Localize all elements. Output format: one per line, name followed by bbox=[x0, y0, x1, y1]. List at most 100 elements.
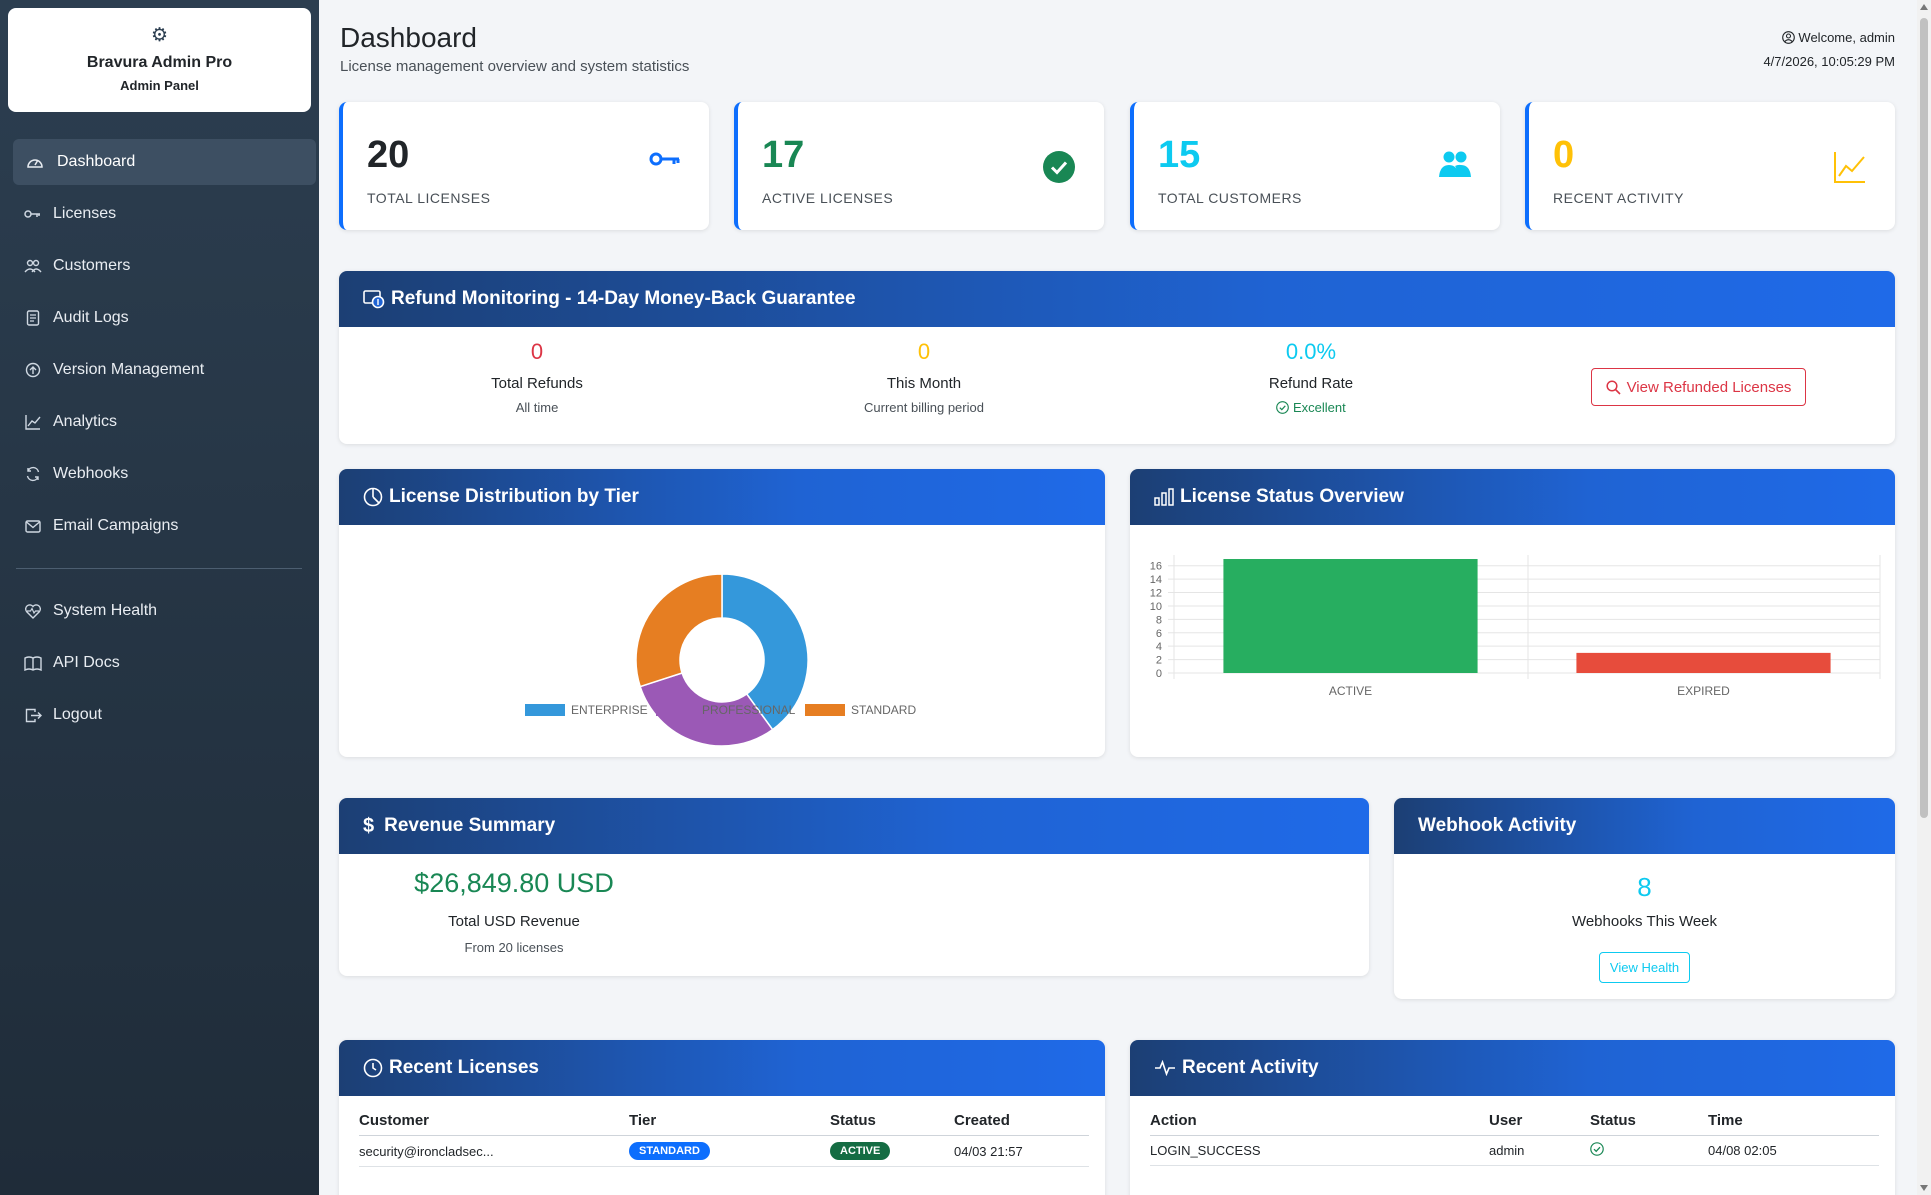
sidebar-item-dashboard[interactable]: Dashboard bbox=[13, 139, 316, 185]
dollar-icon: $ bbox=[363, 814, 375, 837]
scroll-up-arrow-icon[interactable] bbox=[1920, 4, 1928, 10]
sidebar-item-licenses[interactable]: Licenses bbox=[13, 191, 316, 237]
donut-slice-standard[interactable] bbox=[635, 573, 723, 688]
sidebar-item-system-health[interactable]: System Health bbox=[13, 588, 316, 634]
legend-label[interactable]: STANDARD bbox=[851, 703, 916, 717]
stat-value: 0 bbox=[1553, 134, 1575, 176]
stat-label: ACTIVE LICENSES bbox=[762, 190, 894, 206]
scrollbar-thumb[interactable] bbox=[1920, 18, 1928, 818]
revenue-stat: $26,849.80 USD Total USD Revenue From 20… bbox=[339, 868, 689, 955]
license-status-panel: License Status Overview 0 2 4 6 8 10 12 14 16 ACT… bbox=[1130, 469, 1895, 757]
column-header: User bbox=[1489, 1106, 1590, 1136]
stat-value: 17 bbox=[762, 134, 805, 176]
refund-rate-status: Excellent bbox=[1292, 400, 1346, 415]
activity-icon bbox=[1154, 1060, 1176, 1076]
status-cell bbox=[1590, 1135, 1708, 1166]
pie-chart-icon bbox=[363, 487, 383, 507]
total-refunds-value: 0 bbox=[530, 339, 544, 364]
view-health-button[interactable]: View Health bbox=[1599, 952, 1690, 983]
heart-pulse-icon bbox=[13, 603, 53, 619]
search-icon bbox=[1606, 379, 1621, 395]
webhook-panel-title: Webhook Activity bbox=[1418, 815, 1577, 836]
y-tick-label: 12 bbox=[1150, 588, 1162, 600]
month-refunds-sub: Current billing period bbox=[864, 400, 984, 415]
sidebar-item-label: Version Management bbox=[53, 361, 205, 378]
column-header: Customer bbox=[359, 1106, 629, 1136]
view-refunded-label: View Refunded Licenses bbox=[1626, 378, 1792, 396]
webhook-count: 8 bbox=[1637, 872, 1652, 902]
total-refunds-sub: All time bbox=[515, 400, 559, 415]
stat-value: 20 bbox=[367, 134, 410, 176]
status-cell: ACTIVE bbox=[830, 1135, 954, 1167]
recent-licenses-header: Recent Licenses bbox=[339, 1040, 1105, 1096]
refund-rate-stat: 0.0% Refund Rate Excellent bbox=[1161, 339, 1461, 417]
sidebar-item-label: Webhooks bbox=[53, 465, 129, 482]
recent-licenses-table: Customer Tier Status Created security@ir… bbox=[359, 1106, 1089, 1167]
stat-card-recent-activity: 0 RECENT ACTIVITY bbox=[1525, 102, 1895, 230]
y-tick-label: 2 bbox=[1156, 655, 1162, 667]
brand-subtitle: Admin Panel bbox=[120, 78, 199, 93]
table-header-row: Customer Tier Status Created bbox=[359, 1106, 1089, 1136]
user-circle-icon bbox=[1781, 31, 1795, 47]
stat-label: TOTAL LICENSES bbox=[367, 190, 491, 206]
brand-name: Bravura Admin Pro bbox=[86, 54, 233, 71]
sidebar-item-version-management[interactable]: Version Management bbox=[13, 347, 316, 393]
legend-swatch bbox=[656, 704, 696, 716]
speedometer-icon bbox=[13, 154, 57, 170]
donut-slice-professional[interactable] bbox=[639, 672, 774, 747]
bar-active[interactable] bbox=[1223, 559, 1478, 673]
x-tick-label: ACTIVE bbox=[1329, 684, 1372, 698]
sidebar-item-customers[interactable]: Customers bbox=[13, 243, 316, 289]
column-header: Time bbox=[1708, 1106, 1879, 1136]
refund-monitoring-panel: Refund Monitoring - 14-Day Money-Back Gu… bbox=[339, 271, 1895, 444]
sidebar-item-analytics[interactable]: Analytics bbox=[13, 399, 316, 445]
column-header: Status bbox=[830, 1106, 954, 1136]
stat-card-active-licenses: 17 ACTIVE LICENSES bbox=[734, 102, 1104, 230]
sidebar-item-logout[interactable]: Logout bbox=[13, 692, 316, 738]
key-icon bbox=[13, 208, 53, 220]
sidebar-item-label: Customers bbox=[53, 257, 131, 274]
activity-user: admin bbox=[1489, 1135, 1590, 1166]
recent-licenses-panel: Recent Licenses Customer Tier Status Cre… bbox=[339, 1040, 1105, 1195]
check-circle-icon bbox=[1590, 1142, 1604, 1159]
view-refunded-licenses-button[interactable]: View Refunded Licenses bbox=[1591, 368, 1806, 406]
month-refunds-stat: 0 This Month Current billing period bbox=[774, 339, 1074, 415]
sidebar-item-label: Licenses bbox=[53, 205, 117, 222]
clock-icon bbox=[363, 1058, 383, 1078]
table-row[interactable]: security@ironcladsec... STANDARD ACTIVE … bbox=[359, 1135, 1089, 1167]
refund-rate-label: Refund Rate bbox=[1268, 375, 1354, 392]
y-tick-label: 0 bbox=[1156, 668, 1162, 680]
column-header: Created bbox=[954, 1106, 1089, 1136]
revenue-panel-title: Revenue Summary bbox=[384, 815, 556, 836]
refund-rate-value: 0.0% bbox=[1285, 339, 1337, 364]
recent-activity-table: Action User Status Time LOGIN_SUCCESS ad… bbox=[1150, 1106, 1879, 1166]
distribution-panel-title: License Distribution by Tier bbox=[389, 486, 639, 507]
revenue-summary-panel: $ Revenue Summary $26,849.80 USD Total U… bbox=[339, 798, 1369, 976]
status-panel-title: License Status Overview bbox=[1180, 486, 1404, 507]
refund-panel-title: Refund Monitoring - 14-Day Money-Back Gu… bbox=[391, 288, 856, 309]
sidebar-item-email-campaigns[interactable]: Email Campaigns bbox=[13, 503, 316, 549]
legend-label[interactable]: ENTERPRISE bbox=[571, 703, 648, 717]
page-subtitle: License management overview and system s… bbox=[340, 58, 690, 75]
scroll-down-arrow-icon[interactable] bbox=[1920, 1185, 1928, 1191]
sidebar-item-webhooks[interactable]: Webhooks bbox=[13, 451, 316, 497]
table-header-row: Action User Status Time bbox=[1150, 1106, 1879, 1136]
table-row[interactable]: LOGIN_SUCCESS admin 04/08 02:05 bbox=[1150, 1135, 1879, 1166]
recent-licenses-title: Recent Licenses bbox=[389, 1057, 539, 1078]
page-scrollbar[interactable] bbox=[1917, 0, 1931, 1195]
legend-label[interactable]: PROFESSIONAL bbox=[702, 703, 796, 717]
sidebar-item-audit-logs[interactable]: Audit Logs bbox=[13, 295, 316, 341]
donut-slice-enterprise[interactable] bbox=[721, 573, 809, 731]
y-tick-label: 8 bbox=[1156, 614, 1162, 626]
gear-icon: ⚙ bbox=[150, 25, 169, 46]
recent-activity-header: Recent Activity bbox=[1130, 1040, 1895, 1096]
total-refunds-stat: 0 Total Refunds All time bbox=[387, 339, 687, 415]
sidebar-item-label: Dashboard bbox=[57, 153, 136, 170]
tier-cell: STANDARD bbox=[629, 1135, 830, 1167]
activity-action: LOGIN_SUCCESS bbox=[1150, 1135, 1489, 1166]
distribution-panel-header: License Distribution by Tier bbox=[339, 469, 1105, 525]
column-header: Status bbox=[1590, 1106, 1708, 1136]
bar-expired[interactable] bbox=[1576, 652, 1831, 673]
sidebar-item-api-docs[interactable]: API Docs bbox=[13, 640, 316, 686]
book-icon bbox=[13, 655, 53, 671]
